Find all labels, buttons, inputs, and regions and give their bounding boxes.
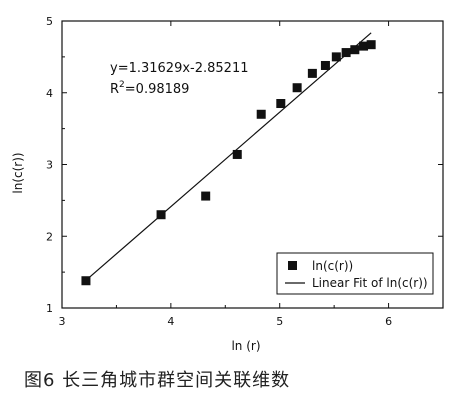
y-axis-label: ln(c(r)) [11,152,25,193]
data-point [232,149,242,159]
legend-label-fit: Linear Fit of ln(c(r)) [312,276,428,290]
y-tick-label: 3 [46,159,53,172]
data-point [359,41,369,51]
legend-box [276,252,434,295]
data-point [341,48,351,58]
x-axis-label: ln (r) [231,339,260,353]
y-tick-label: 4 [46,87,53,100]
legend-marker-square [288,261,297,270]
r2-annotation: R2=0.98189 [110,80,189,97]
y-tick-label: 5 [46,15,53,28]
data-point [156,210,166,220]
data-point [256,109,266,119]
data-point [366,40,376,50]
x-tick-label: 6 [385,315,392,328]
fit-layer [85,32,372,281]
equation-annotation: y=1.31629x-2.85211 [110,61,249,76]
y-tick-label: 1 [46,302,53,315]
x-tick-label: 5 [276,315,283,328]
x-tick-label: 3 [59,315,66,328]
data-point [292,83,302,93]
fit-line [85,32,372,281]
r2-superscript: 2 [119,80,125,90]
points-layer [81,40,376,286]
data-point [320,60,330,70]
y-tick-label: 2 [46,230,53,243]
data-point [331,52,341,62]
data-point [276,99,286,109]
legend-label-data: ln(c(r)) [312,259,353,273]
r2-value: =0.98189 [125,82,190,97]
data-point [201,191,211,201]
data-point [81,276,91,286]
ticks-layer: 3 4 5 6 1 2 3 4 5 [46,15,443,328]
data-point [350,45,360,55]
figure-caption: 图6 长三角城市群空间关联维数 [24,370,291,391]
legend: ln(c(r)) Linear Fit of ln(c(r)) [276,252,434,295]
data-point [307,68,317,78]
x-tick-label: 4 [167,315,174,328]
r2-prefix: R [110,82,119,97]
